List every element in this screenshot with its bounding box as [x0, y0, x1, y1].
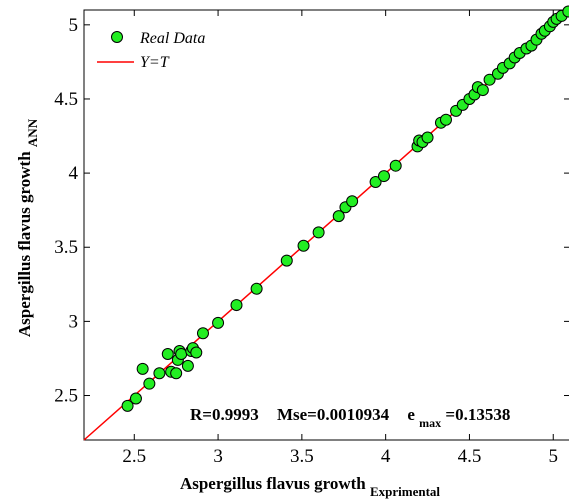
x-tick-label: 2.5 — [122, 446, 146, 467]
data-point — [250, 282, 263, 295]
x-axis-label-sub: Exprimental — [370, 484, 440, 499]
data-point — [476, 84, 489, 97]
x-tick-label: 4 — [381, 446, 391, 467]
x-tick-label: 4.5 — [458, 446, 482, 467]
x-axis-label-main: Aspergillus flavus growth — [180, 474, 366, 493]
data-points-layer — [121, 5, 569, 412]
data-point — [389, 159, 402, 172]
data-point — [332, 210, 345, 223]
data-point — [161, 348, 174, 360]
data-point — [196, 327, 209, 340]
data-point — [421, 131, 434, 144]
legend-label-y-equals-t: Y=T — [140, 54, 170, 71]
y-tick-label: 3.5 — [54, 237, 78, 258]
data-point — [181, 359, 194, 372]
legend-label-real-data: Real Data — [139, 30, 205, 47]
mse-value: Mse=0.0010934 — [277, 405, 390, 424]
data-point — [377, 170, 390, 183]
r-value: R=0.9993 — [190, 405, 259, 424]
x-tick-label: 3 — [213, 446, 223, 467]
data-point — [175, 348, 188, 360]
x-axis-label: Aspergillus flavus growth Exprimental — [180, 474, 440, 499]
data-point — [170, 367, 183, 380]
data-point — [346, 195, 359, 208]
x-tick-label: 5 — [548, 446, 558, 467]
data-point — [230, 299, 243, 312]
plot-frame — [83, 9, 569, 441]
emax-prefix: e — [407, 405, 415, 424]
x-tick-label: 3.5 — [290, 446, 314, 467]
data-point — [121, 399, 134, 412]
emax-value: =0.13538 — [445, 405, 510, 424]
data-point — [562, 5, 569, 18]
data-point — [483, 73, 496, 86]
data-point — [439, 113, 452, 126]
data-point — [369, 176, 382, 188]
y-axis-label: Aspergillus flavus growth ANN — [15, 118, 40, 337]
stats-annotation: R=0.9993 Mse=0.0010934 e max =0.13538 — [190, 405, 510, 431]
y-tick-label: 5 — [69, 15, 79, 36]
data-point — [280, 254, 293, 267]
data-point — [312, 226, 325, 239]
legend-marker-real-data — [111, 31, 123, 43]
y-tick-label: 2.5 — [54, 386, 78, 407]
data-point — [143, 377, 156, 390]
y-axis-label-sub: ANN — [25, 118, 40, 147]
y-tick-label: 4.5 — [54, 89, 78, 110]
emax-sub: max — [419, 416, 441, 430]
data-point — [297, 239, 310, 252]
data-point — [153, 367, 166, 380]
y-tick-label: 4 — [69, 163, 79, 184]
y-axis-label-main: Aspergillus flavus growth — [15, 151, 34, 337]
data-point — [212, 316, 225, 329]
ticks-layer: 2.5 3 3.5 4 4.5 5 2.5 3 3.5 4 4.5 5 — [54, 10, 569, 467]
y-tick-label: 3 — [69, 311, 79, 332]
data-point — [136, 362, 149, 375]
data-point — [129, 392, 142, 405]
data-point — [190, 346, 203, 359]
legend: Real Data Y=T — [97, 30, 205, 71]
